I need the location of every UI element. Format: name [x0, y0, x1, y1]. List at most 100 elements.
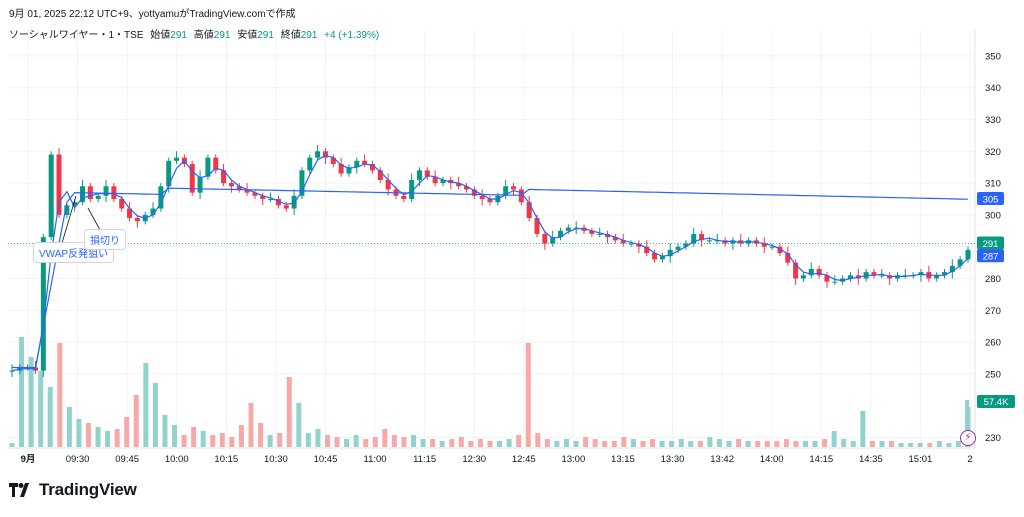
y-tick-label: 280: [985, 274, 1001, 285]
tradingview-logo[interactable]: TradingView: [9, 480, 137, 500]
vwap-price-badge: 305: [983, 194, 999, 205]
candle-body: [221, 170, 227, 184]
volume-bar: [506, 439, 512, 447]
x-tick-label: 10:15: [214, 454, 238, 465]
x-tick-label: 13:00: [561, 454, 585, 465]
candle-body: [150, 208, 156, 215]
prev-price-badge: 287: [983, 252, 999, 263]
high-label: 高値: [193, 30, 214, 41]
candle-body: [80, 186, 86, 203]
volume-bar: [889, 441, 895, 447]
volume-bar: [219, 433, 225, 447]
moving-average-line: [11, 154, 969, 372]
candle-body: [158, 186, 164, 209]
volume-bar: [955, 441, 961, 447]
candle-body: [949, 265, 955, 273]
candle-body: [385, 179, 391, 190]
volume-bar: [535, 433, 541, 447]
volume-bar: [822, 439, 828, 447]
vwap-price-badge-bg: [977, 191, 1004, 205]
x-tick-label: 14:15: [809, 454, 833, 465]
y-tick-label: 340: [985, 83, 1001, 94]
candle-body: [103, 186, 109, 196]
volume-bar: [640, 441, 646, 447]
volume-bar: [372, 437, 378, 447]
candle-body: [174, 157, 180, 161]
candle-body: [416, 170, 422, 180]
x-tick-label: 09:30: [66, 454, 90, 465]
low-label: 安値: [237, 30, 258, 41]
high-value: 291: [213, 30, 231, 41]
volume-bar: [678, 439, 684, 447]
volume-bar: [38, 371, 44, 447]
volume-bar: [315, 429, 321, 447]
candle-body: [346, 167, 352, 174]
volume-bar: [229, 437, 235, 447]
candle-body: [205, 157, 211, 177]
candle-body: [808, 268, 814, 276]
candle-body: [409, 179, 415, 199]
volume-bar: [831, 431, 837, 447]
candle-body: [275, 198, 281, 206]
volume-bar: [449, 439, 455, 447]
volume-bar: [411, 435, 417, 447]
candle-body: [197, 176, 203, 193]
stop-loss-note[interactable]: 損切り: [84, 229, 126, 250]
volume-bar: [47, 387, 53, 447]
candle-body: [620, 240, 626, 244]
y-tick-label: 320: [985, 147, 1001, 158]
candle-body: [111, 186, 117, 199]
candle-body: [832, 281, 838, 283]
candle-body: [260, 195, 266, 199]
symbol-name: ソーシャルワイヤー・1・TSE: [9, 30, 144, 41]
candle-body: [338, 164, 344, 174]
volume-bar: [267, 435, 273, 447]
volume-badge: 57.4K: [984, 397, 1009, 408]
volume-bar: [9, 443, 15, 447]
volume-bar: [793, 441, 799, 447]
y-tick-label: 230: [985, 433, 1001, 444]
volume-bar: [487, 441, 493, 447]
candle-body: [659, 256, 665, 260]
candle-body: [362, 160, 368, 165]
candle-body: [965, 249, 971, 260]
volume-bar: [726, 441, 732, 447]
volume-bar: [764, 441, 770, 447]
volume-bar: [592, 439, 598, 447]
prev-price-badge-bg: [977, 249, 1004, 263]
x-tick-label: 12:30: [462, 454, 486, 465]
volume-bar: [28, 357, 34, 447]
candle-body: [542, 233, 548, 244]
candle-body: [424, 170, 430, 177]
x-tick-label: 13:42: [710, 454, 734, 465]
candle-body: [644, 246, 650, 254]
candle-body: [957, 259, 963, 266]
volume-bar: [133, 395, 139, 447]
candle-body: [432, 176, 438, 184]
volume-bar: [248, 403, 254, 447]
candle-body: [401, 195, 407, 199]
candle-body: [252, 192, 258, 196]
candle-body: [675, 246, 681, 250]
candle-body: [354, 160, 360, 168]
volume-bar: [497, 441, 503, 447]
candle-body: [72, 202, 78, 206]
flash-icon[interactable]: ⚡: [960, 430, 976, 446]
candle-body: [56, 154, 62, 215]
x-tick-label: 13:15: [611, 454, 635, 465]
volume-bar: [143, 363, 149, 447]
volume-bar: [745, 441, 751, 447]
candle-body: [315, 151, 321, 158]
volume-bar: [76, 419, 82, 447]
candle-body: [463, 186, 469, 190]
volume-bar: [630, 439, 636, 447]
candle-body: [534, 218, 540, 234]
volume-bar: [802, 441, 808, 447]
candle-body: [456, 183, 462, 187]
candle-body: [322, 151, 328, 158]
volume-bar: [114, 429, 120, 447]
y-tick-label: 330: [985, 115, 1001, 126]
volume-bar: [277, 433, 283, 447]
